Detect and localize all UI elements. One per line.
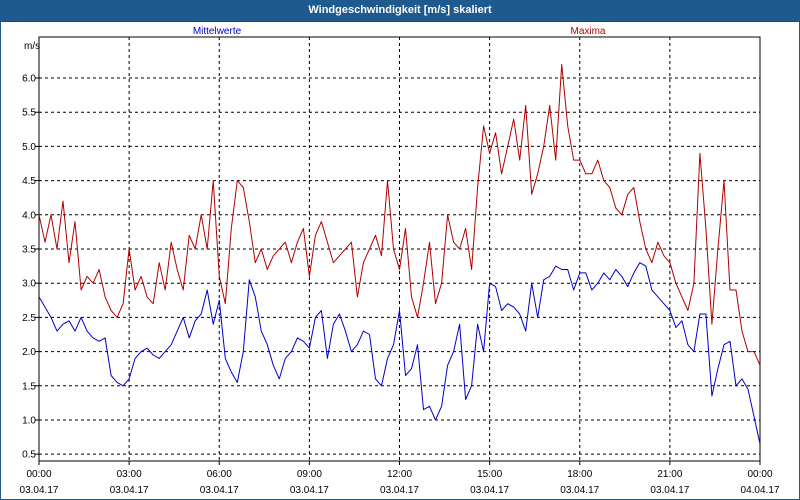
x-tick-date-label: 03.04.17 [560,485,599,496]
x-tick-date-label: 03.04.17 [20,485,59,496]
series-line-mittelwerte [38,262,761,445]
x-tick-time-label: 00:00 [26,469,51,480]
x-tick-time-label: 18:00 [567,469,592,480]
y-tick-label: 4.0 [22,210,36,221]
y-tick-label: 3.5 [22,245,36,256]
x-tick-time-label: 12:00 [387,469,412,480]
y-tick-label: 0.5 [22,450,36,461]
y-tick-label: 4.5 [22,176,36,187]
x-tick-time-label: 06:00 [207,469,232,480]
series-line-maxima [38,63,761,366]
x-tick-date-label: 03.04.17 [650,485,689,496]
legend-maxima: Maxima [570,26,605,37]
x-tick-date-label: 03.04.17 [470,485,509,496]
x-tick-date-label: 03.04.17 [380,485,419,496]
y-tick-label: 5.0 [22,142,36,153]
y-tick-label: 2.5 [22,313,36,324]
y-axis-label: m/s [24,41,40,52]
x-tick-date-label: 03.04.17 [290,485,329,496]
legend-mittelwerte: Mittelwerte [193,26,242,37]
y-tick-label: 1.0 [22,415,36,426]
y-tick-label: 2.0 [22,347,36,358]
chart-title: Windgeschwindigkeit [m/s] skaliert [0,0,800,22]
x-tick-date-label: 03.04.17 [200,485,239,496]
y-tick-label: 3.0 [22,279,36,290]
x-tick-time-label: 00:00 [747,469,772,480]
x-tick-time-label: 21:00 [657,469,682,480]
x-tick-time-label: 15:00 [477,469,502,480]
y-tick-label: 6.0 [22,74,36,85]
x-tick-date-label: 04.04.17 [741,485,780,496]
x-tick-time-label: 09:00 [297,469,322,480]
y-tick-label: 1.5 [22,381,36,392]
x-tick-date-label: 03.04.17 [110,485,149,496]
y-tick-label: 5.5 [22,108,36,119]
x-tick-time-label: 03:00 [117,469,142,480]
